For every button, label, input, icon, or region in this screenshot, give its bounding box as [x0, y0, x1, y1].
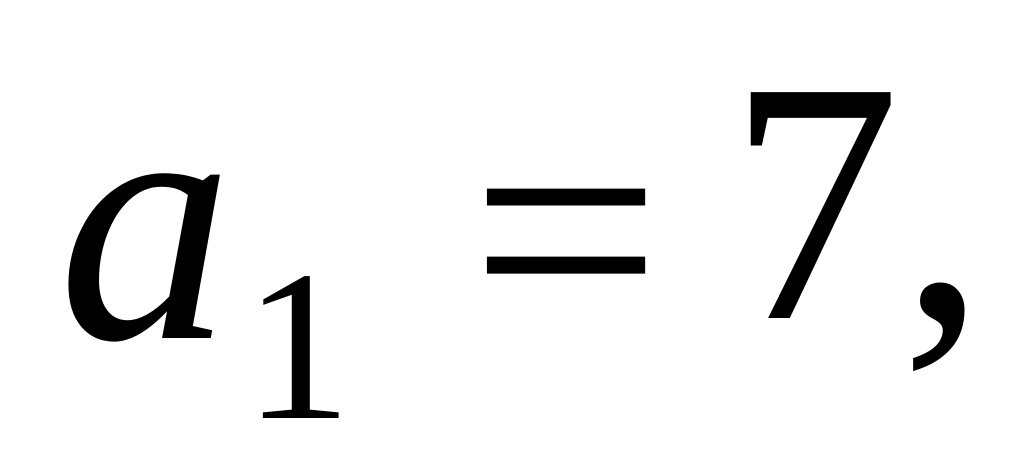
variable: a — [58, 26, 233, 414]
subscript: 1 — [244, 226, 352, 465]
comma: , — [900, 11, 987, 393]
equals-sign: = — [470, 41, 662, 418]
value: 7 — [728, 11, 901, 393]
